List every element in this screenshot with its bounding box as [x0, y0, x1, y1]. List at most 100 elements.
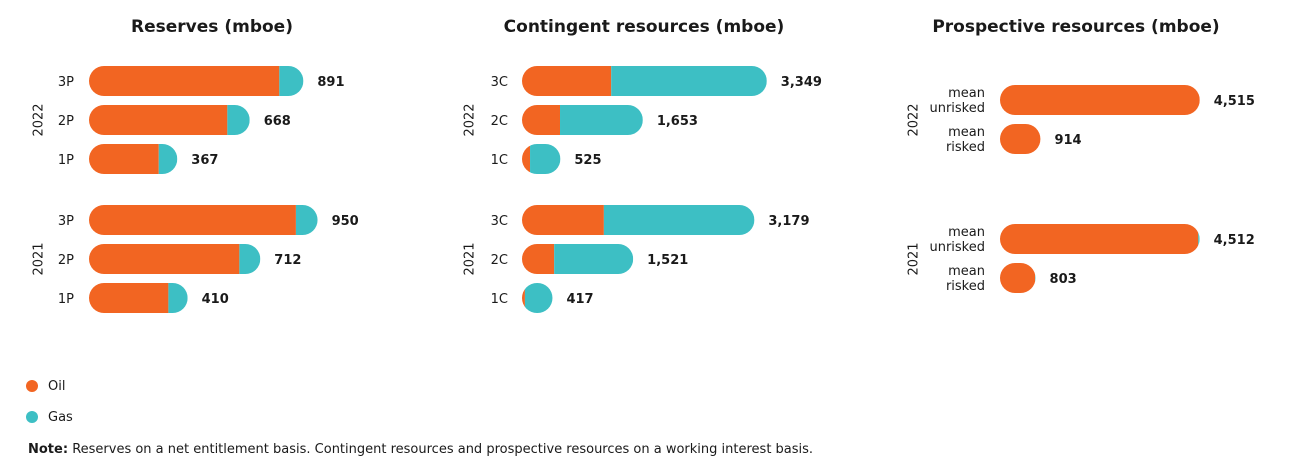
data-label: 891	[317, 75, 344, 90]
data-label: 1,653	[657, 114, 698, 129]
chart-title-3: Prospective resources (mboe)	[932, 17, 1219, 37]
bar-segment-gas	[554, 244, 634, 274]
bar-segment-gas	[295, 205, 318, 235]
bar-segment-gas	[239, 244, 261, 274]
category-label: mean	[948, 125, 985, 140]
bar-segment-gas	[158, 144, 178, 174]
data-label: 3,179	[768, 214, 809, 229]
category-label: 1P	[58, 292, 74, 307]
bar-2P	[89, 244, 261, 274]
category-label: 3P	[58, 75, 74, 90]
bar-segment-gas	[1198, 224, 1200, 254]
bar-mean-unrisked	[1000, 85, 1200, 115]
data-label: 950	[332, 214, 359, 229]
category-label: 2C	[491, 114, 508, 129]
legend-item-oil: Oil	[26, 378, 73, 394]
footnote: Note: Reserves on a net entitlement basi…	[28, 442, 813, 457]
bar-segment-oil	[89, 244, 240, 274]
bar-segment-oil	[522, 66, 612, 96]
category-label: 3P	[58, 214, 74, 229]
year-label: 2021	[463, 242, 478, 275]
category-label: risked	[946, 140, 985, 155]
bar-segment-oil	[89, 283, 169, 313]
year-label: 2021	[907, 242, 922, 275]
bar-segment-oil	[1000, 263, 1036, 293]
legend: Oil Gas	[26, 378, 73, 440]
bar-segment-gas	[279, 66, 304, 96]
bar-3C	[522, 66, 767, 96]
bar-2C	[522, 105, 643, 135]
bar-segment-oil	[522, 144, 531, 174]
bar-segment-gas	[603, 205, 755, 235]
bar-mean-risked	[1000, 263, 1036, 293]
data-label: 3,349	[781, 75, 822, 90]
bar-3P	[89, 66, 304, 96]
category-label: mean	[948, 225, 985, 240]
legend-gas-label: Gas	[48, 409, 73, 425]
category-label: 1C	[491, 292, 508, 307]
bar-segment-oil	[522, 244, 555, 274]
bar-segment-oil	[89, 105, 228, 135]
year-label: 2022	[907, 103, 922, 136]
bar-1P	[89, 283, 188, 313]
data-label: 803	[1050, 272, 1077, 287]
category-label: 3C	[491, 75, 508, 90]
category-label: risked	[946, 279, 985, 294]
category-label: 2C	[491, 253, 508, 268]
data-label: 1,521	[647, 253, 688, 268]
bar-1C	[522, 144, 561, 174]
bar-segment-oil	[1000, 124, 1041, 154]
category-label: 2P	[58, 114, 74, 129]
legend-oil-label: Oil	[48, 378, 66, 394]
bar-segment-oil	[522, 283, 525, 313]
bar-3P	[89, 205, 318, 235]
year-label: 2022	[32, 103, 47, 136]
bar-segment-gas	[530, 144, 561, 174]
data-label: 4,512	[1214, 233, 1255, 248]
bar-segment-oil	[1000, 85, 1200, 115]
category-label: mean	[948, 86, 985, 101]
bar-segment-gas	[611, 66, 767, 96]
bar-segment-oil	[1000, 224, 1199, 254]
bar-segment-oil	[89, 205, 296, 235]
category-label: unrisked	[929, 101, 985, 116]
bar-3C	[522, 205, 755, 235]
bar-2C	[522, 244, 634, 274]
bar-segment-gas	[168, 283, 188, 313]
footnote-text: Reserves on a net entitlement basis. Con…	[72, 442, 814, 457]
bar-1P	[89, 144, 178, 174]
category-label: 1P	[58, 153, 74, 168]
data-label: 367	[191, 153, 218, 168]
bar-segment-oil	[522, 105, 561, 135]
data-label: 914	[1054, 133, 1081, 148]
category-label: 2P	[58, 253, 74, 268]
data-label: 417	[566, 292, 593, 307]
bar-segment-oil	[522, 205, 604, 235]
data-label: 525	[574, 153, 601, 168]
category-label: 1C	[491, 153, 508, 168]
data-label: 410	[202, 292, 229, 307]
category-label: 3C	[491, 214, 508, 229]
charts-canvas: Reserves (mboe) 2022 3P 891 2P 668 1P 367 2021 3P…	[32, 17, 1255, 313]
data-label: 668	[264, 114, 291, 129]
bar-segment-oil	[89, 144, 159, 174]
bar-segment-gas	[560, 105, 643, 135]
bar-segment-oil	[89, 66, 280, 96]
oil-swatch-icon	[26, 380, 38, 392]
category-label: unrisked	[929, 240, 985, 255]
bar-1C	[522, 283, 553, 313]
category-label: mean	[948, 264, 985, 279]
legend-item-gas: Gas	[26, 409, 73, 425]
year-label: 2021	[32, 242, 47, 275]
year-label: 2022	[463, 103, 478, 136]
footnote-label: Note:	[28, 442, 69, 457]
bar-mean-unrisked	[1000, 224, 1200, 254]
bar-segment-gas	[524, 283, 553, 313]
chart-title-1: Reserves (mboe)	[131, 17, 293, 37]
bar-2P	[89, 105, 250, 135]
gas-swatch-icon	[26, 411, 38, 423]
bar-mean-risked	[1000, 124, 1041, 154]
data-label: 4,515	[1214, 94, 1255, 109]
bar-segment-gas	[227, 105, 250, 135]
data-label: 712	[274, 253, 301, 268]
